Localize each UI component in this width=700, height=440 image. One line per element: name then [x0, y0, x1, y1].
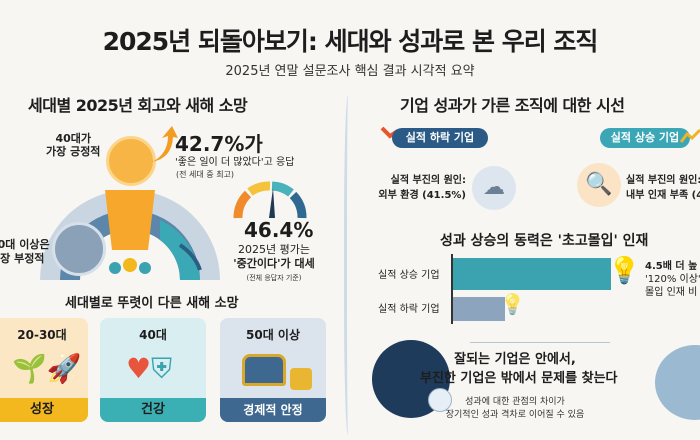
- gauge-text-line1: 2025년 평가는: [238, 243, 310, 256]
- wish-card-50: 50대 이상 경제적 안정: [220, 318, 326, 422]
- negative-label-line2: 가장 부정적: [0, 252, 45, 265]
- wish-age: 50대 이상: [246, 328, 300, 342]
- storm-cloud-icon: ☁: [472, 166, 516, 210]
- thought-bubble-line: [470, 342, 610, 343]
- wish-label: 성장: [0, 398, 88, 422]
- positive-label-line2: 가장 긍정적: [46, 145, 101, 158]
- quote-note-line2: 장기적인 성과 격차로 이어질 수 있음: [445, 410, 585, 420]
- wishes-title: 세대별로 뚜렷이 다른 새해 소망: [65, 296, 239, 311]
- rise-cause-line1: 실적 부진의 원인:: [626, 175, 700, 186]
- decline-cause-line2: 외부 환경 (41.5%): [378, 190, 466, 201]
- page-title: 2025년 되돌아보기: 세대와 성과로 본 우리 조직: [102, 27, 599, 56]
- right-section-title: 기업 성과가 가른 조직에 대한 시선: [400, 96, 625, 115]
- bar-label-rise: 실적 상승 기업: [378, 270, 440, 281]
- dim-bulb-icon: 💡: [500, 292, 525, 316]
- gauge-text-line2: '중간이다'가 대세: [233, 257, 315, 270]
- bar-rise: [453, 258, 611, 290]
- heart-shield-icon: ♥⛨: [126, 352, 173, 385]
- positive-stat: 42.7%가: [175, 132, 263, 156]
- quote-line1: 잘되는 기업은 안에서,: [454, 352, 576, 367]
- wish-label: 건강: [100, 398, 206, 422]
- crystal-ball-icon: [428, 388, 452, 412]
- positive-quote: '좋은 일이 더 많았다'고 응답: [175, 157, 295, 168]
- negative-person-avatar: [52, 222, 106, 276]
- wish-age: 40대: [139, 328, 167, 342]
- decline-cause-line1: 실적 부진의 원인:: [390, 175, 466, 186]
- driver-title: 성과 상승의 동력은 '초고몰입' 인재: [440, 233, 649, 249]
- coins-icon: [290, 368, 312, 390]
- gauge-stat: 46.4%: [244, 218, 314, 242]
- lit-bulb-icon: 💡: [608, 256, 641, 286]
- negative-label-line1: 50대 이상은: [0, 238, 50, 251]
- bar-decline: [453, 297, 505, 321]
- man-thinking-illustration: [655, 345, 700, 420]
- wish-card-40: 40대 ♥⛨ 건강: [100, 318, 206, 422]
- positive-note: (전 세대 중 최고): [176, 170, 235, 179]
- rise-cause-line2: 내부 인재 부족 (4: [626, 190, 700, 201]
- gauge-note: (전체 응답자 기준): [246, 274, 302, 282]
- bar-label-decline: 실적 하락 기업: [378, 304, 440, 315]
- quote-line2: 부진한 기업은 밖에서 문제를 찾는다: [420, 371, 618, 386]
- treasure-chest-icon: [242, 354, 286, 386]
- quote-note-line1: 성과에 대한 관점의 차이가: [465, 397, 565, 407]
- up-arrow-icon: [152, 126, 178, 162]
- highlight-line1: 4.5배 더 높: [645, 261, 698, 272]
- up-trend-icon: [680, 128, 700, 143]
- highlight-line2: '120% 이상': [645, 274, 700, 285]
- wish-label: 경제적 안정: [220, 398, 326, 422]
- decline-pill: 실적 하락 기업: [392, 128, 488, 148]
- highlight-line3: 몰입 인재 비: [645, 287, 698, 298]
- rise-pill: 실적 상승 기업: [600, 128, 690, 148]
- sprout-rocket-icon: 🌱🚀: [12, 352, 82, 385]
- magnifier-brain-icon: 🔍: [577, 163, 621, 207]
- chart-axis: [451, 254, 453, 324]
- gauge-icon: [233, 181, 307, 219]
- page-subtitle: 2025년 연말 설문조사 핵심 결과 시각적 요약: [225, 64, 475, 79]
- wish-card-20-30: 20-30대 🌱🚀 성장: [0, 318, 88, 422]
- left-section-title: 세대별 2025년 회고와 새해 소망: [28, 96, 248, 115]
- section-divider: [344, 95, 354, 435]
- positive-label-line1: 40대가: [55, 132, 91, 145]
- positive-person-avatar: [106, 136, 156, 186]
- wish-age: 20-30대: [17, 328, 67, 342]
